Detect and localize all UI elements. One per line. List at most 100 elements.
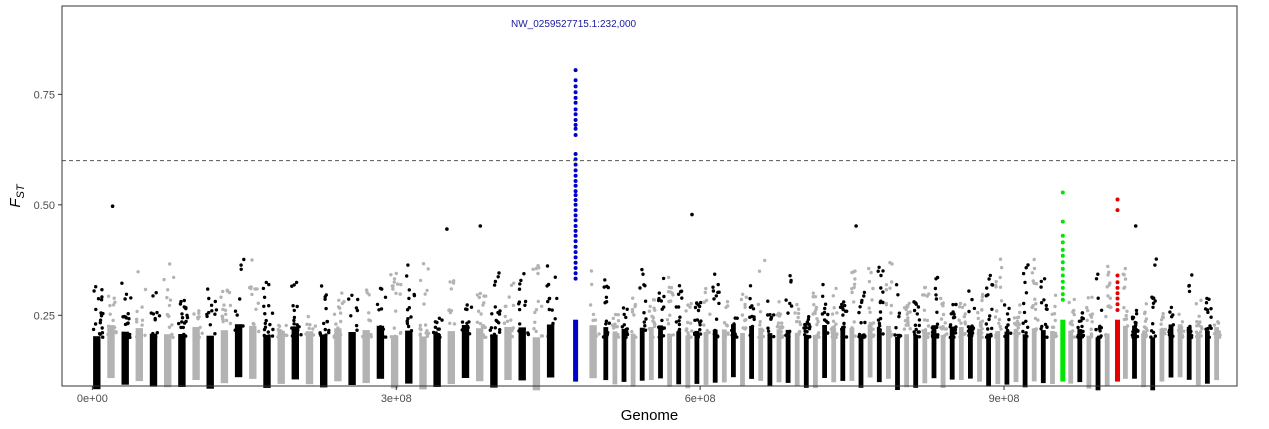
snp-point [325,319,329,324]
snp-point [924,334,929,339]
snp-point [1094,277,1099,281]
snp-point [804,335,809,339]
snp-point [842,325,846,329]
snp-point [951,302,955,307]
snp-point [213,299,217,304]
snp-point [879,273,883,278]
scaffold-band [1050,331,1055,384]
snp-point [841,307,845,312]
scaffold-band [794,332,800,386]
snp-point [843,303,847,308]
snp-point [958,301,963,306]
highlight-point [1060,247,1065,252]
snp-point [690,329,694,333]
snp-point [980,295,985,299]
snp-point [99,314,104,318]
scaffold-band [767,333,773,387]
snp-point [677,284,682,288]
snp-point [970,324,974,328]
snp-point [906,320,910,325]
snp-point [999,299,1004,303]
snp-point [884,288,889,292]
snp-point [916,330,920,334]
scaffold-band [1205,330,1210,384]
snp-point [775,313,779,317]
snp-point [1151,322,1155,326]
snp-point [108,312,112,316]
snp-point [1179,326,1184,330]
snp-point [378,325,383,329]
snp-point [1017,331,1021,336]
snp-point [1034,302,1038,306]
snp-point [418,326,422,331]
snp-point [425,288,429,293]
snp-point [668,313,672,317]
snp-point [1168,310,1172,314]
snp-point [722,321,727,325]
snp-point [267,304,271,308]
snp-point [206,287,210,291]
snp-point [796,315,800,320]
snp-point [221,307,225,312]
snp-point [339,319,343,324]
snp-point [648,304,652,309]
snp-point [1160,327,1165,331]
snp-point [966,325,971,329]
highlight-point [1060,253,1065,258]
snp-point [284,323,288,328]
snp-point [1080,311,1085,315]
scaffold-band [639,327,645,381]
snp-point [261,286,266,291]
snp-point [168,262,172,266]
snp-point [817,331,821,335]
snp-point [225,288,229,292]
snp-point [960,305,965,309]
snp-point [197,309,201,313]
background-points [91,204,1222,391]
scaffold-band [1214,327,1219,381]
snp-point [338,333,343,337]
snp-point [390,284,394,288]
snp-point [267,334,271,338]
snp-point [550,308,554,312]
snp-point [997,317,1002,322]
snp-point [483,325,487,330]
snp-point [99,311,103,315]
snp-point [1086,296,1091,300]
scaffold-band [949,326,955,380]
snp-point [867,279,872,284]
outlier-point [854,224,858,228]
snp-point [763,258,767,263]
scaffold-band [904,334,909,388]
snp-point [696,308,701,313]
snp-point [433,320,438,324]
snp-point [826,312,830,317]
scaffold-band [447,331,455,385]
scaffold-band [220,330,229,384]
snp-point [927,332,931,336]
snp-point [843,309,848,313]
snp-point [868,321,873,326]
snp-point [268,322,272,327]
snp-point [1090,295,1094,299]
snp-point [182,298,186,303]
snp-point [394,271,398,276]
highlight-point [573,100,578,105]
snp-point [962,332,966,337]
snp-point [421,262,426,266]
snp-point [870,298,874,302]
snp-point [863,335,867,339]
snp-point [465,303,469,307]
snp-point [897,311,902,315]
snp-point [850,335,854,340]
scaffold-band [546,324,555,378]
snp-point [1098,335,1103,339]
snp-point [994,280,998,284]
snp-point [197,311,201,315]
snp-point [1050,312,1054,316]
snp-point [884,301,888,306]
snp-point [1043,322,1048,327]
snp-point [984,322,988,326]
snp-point [665,318,670,322]
snp-point [963,322,967,326]
